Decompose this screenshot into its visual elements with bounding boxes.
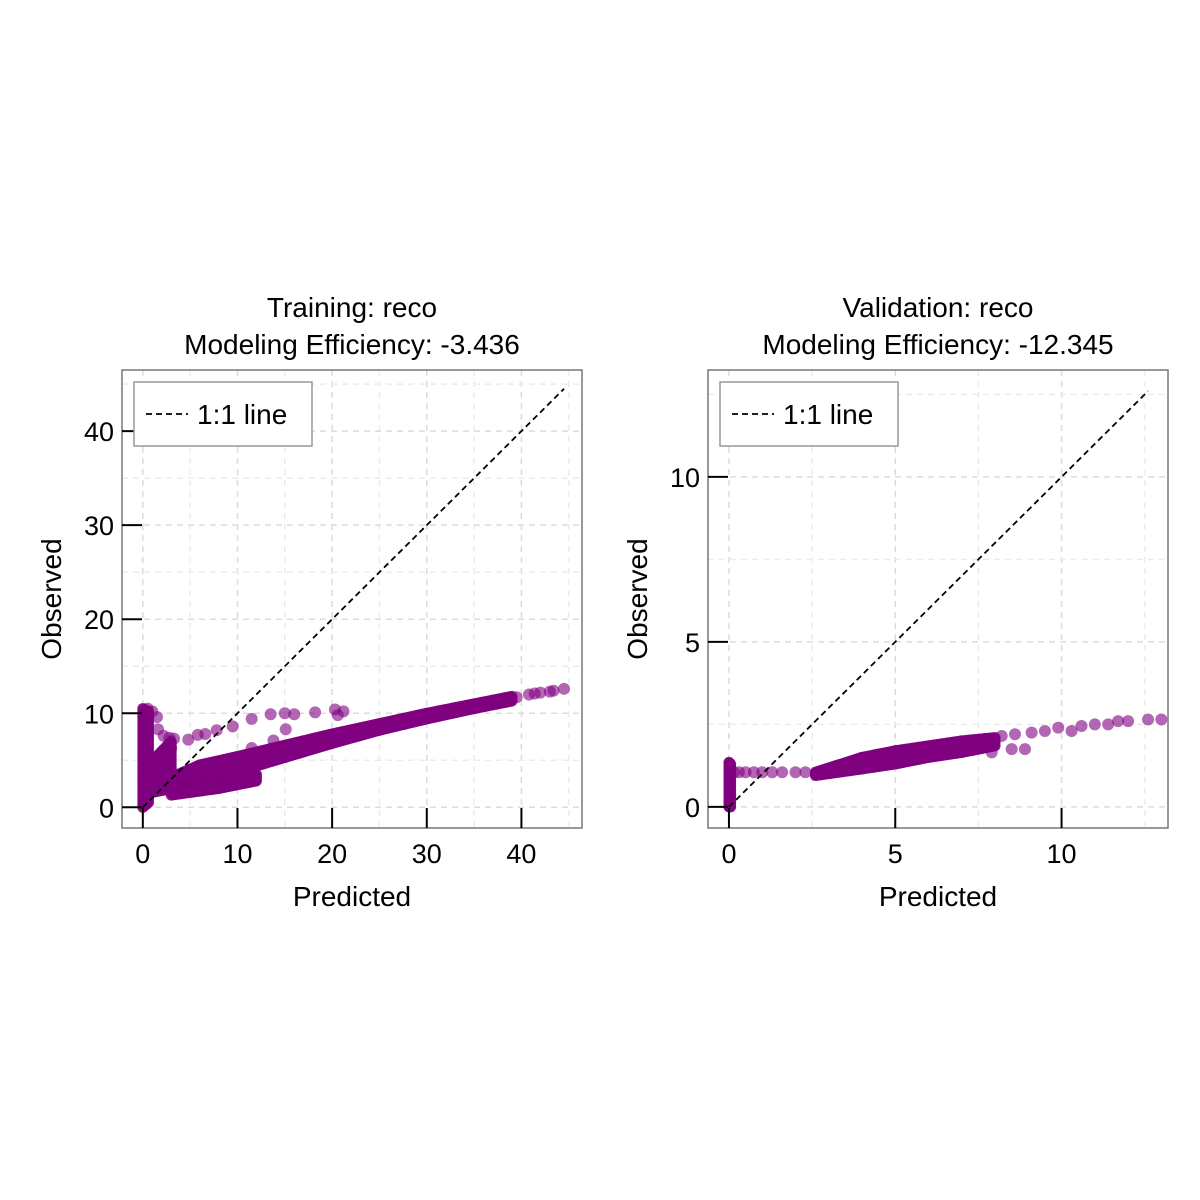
data-point	[1038, 724, 1051, 737]
data-point	[245, 712, 258, 725]
data-point	[278, 707, 291, 720]
training-points	[137, 682, 571, 813]
data-point	[267, 734, 280, 747]
data-point	[995, 729, 1008, 742]
data-point	[1102, 718, 1115, 731]
data-point	[1065, 724, 1078, 737]
data-point	[245, 742, 258, 755]
data-point	[1142, 713, 1155, 726]
data-point	[1025, 726, 1038, 739]
data-point	[1005, 743, 1018, 756]
data-point	[165, 742, 178, 755]
x-tick-label: 5	[888, 839, 903, 869]
training-legend-label: 1:1 line	[197, 399, 287, 430]
data-point	[558, 682, 571, 695]
data-point	[510, 691, 523, 704]
validation-subtitle: Modeling Efficiency: -12.345	[762, 329, 1113, 360]
y-tick-label: 10	[84, 699, 114, 729]
legend-box	[133, 381, 313, 447]
data-point	[226, 720, 239, 733]
data-point	[1008, 728, 1021, 741]
data-point	[288, 708, 301, 721]
data-point	[264, 708, 277, 721]
data-point	[739, 766, 752, 779]
validation-axes-frame	[707, 369, 1169, 829]
validation-points	[723, 713, 1168, 813]
data-point	[1075, 720, 1088, 733]
training-subtitle: Modeling Efficiency: -3.436	[184, 329, 520, 360]
validation-panel: Validation: reco Modeling Efficiency: -1…	[622, 292, 1169, 912]
validation-legend	[719, 381, 899, 447]
data-point	[279, 723, 292, 736]
training-panel: Training: reco Modeling Efficiency: -3.4…	[36, 292, 583, 912]
y-tick-label: 30	[84, 511, 114, 541]
y-tick-label: 10	[670, 463, 700, 493]
data-point	[789, 766, 802, 779]
data-point	[547, 684, 560, 697]
data-point	[747, 766, 760, 779]
x-tick-label: 40	[506, 839, 536, 869]
x-tick-label: 10	[1047, 839, 1077, 869]
data-point	[985, 746, 998, 759]
y-tick-label: 5	[685, 628, 700, 658]
validation-title: Validation: reco	[843, 292, 1034, 323]
data-point	[1112, 715, 1125, 728]
data-point	[776, 766, 789, 779]
training-legend	[133, 381, 313, 447]
y-tick-label: 20	[84, 605, 114, 635]
y-tick-label: 0	[99, 793, 114, 823]
x-tick-label: 10	[222, 839, 252, 869]
data-point	[309, 706, 322, 719]
validation-legend-label: 1:1 line	[783, 399, 873, 430]
data-point	[1088, 718, 1101, 731]
data-point	[1155, 713, 1168, 726]
validation-ylabel: Observed	[622, 538, 653, 659]
data-point	[1122, 715, 1135, 728]
y-tick-label: 40	[84, 417, 114, 447]
y-tick-label: 0	[685, 793, 700, 823]
training-axes-frame	[121, 369, 583, 829]
training-title: Training: reco	[267, 292, 437, 323]
data-point	[534, 686, 547, 699]
x-tick-label: 30	[412, 839, 442, 869]
x-tick-label: 20	[317, 839, 347, 869]
data-point	[1052, 721, 1065, 734]
data-point	[168, 732, 181, 745]
data-point	[250, 768, 262, 780]
validation-one-to-one-line	[728, 390, 1149, 808]
data-point	[1018, 743, 1031, 756]
x-tick-label: 0	[721, 839, 736, 869]
data-point	[756, 766, 769, 779]
training-xlabel: Predicted	[293, 881, 411, 912]
legend-box	[719, 381, 899, 447]
data-point	[199, 727, 212, 740]
data-point	[210, 724, 223, 737]
validation-xlabel: Predicted	[879, 881, 997, 912]
training-ylabel: Observed	[36, 538, 67, 659]
data-point	[182, 733, 195, 746]
data-point	[799, 766, 812, 779]
x-tick-label: 0	[135, 839, 150, 869]
data-point	[766, 766, 779, 779]
training-one-to-one-line	[142, 388, 565, 808]
data-point	[337, 705, 350, 718]
data-point	[151, 711, 164, 724]
